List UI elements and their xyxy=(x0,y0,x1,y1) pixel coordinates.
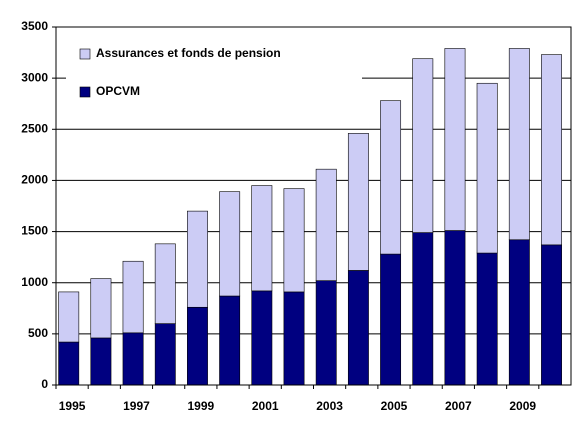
bar xyxy=(283,291,305,386)
bar xyxy=(154,323,176,386)
y-tick-label: 3500 xyxy=(21,19,48,33)
bar xyxy=(219,191,241,297)
bar xyxy=(187,306,208,386)
bar xyxy=(219,295,241,386)
y-tick-label: 3000 xyxy=(21,70,48,84)
bar xyxy=(154,243,176,324)
bar xyxy=(122,332,144,386)
x-tick-label: 1995 xyxy=(59,399,86,413)
x-tick-label: 2005 xyxy=(381,399,408,413)
plot-border xyxy=(55,26,572,386)
bar xyxy=(90,278,112,339)
bar xyxy=(444,230,466,386)
legend-swatch xyxy=(79,86,91,98)
y-tick-label: 0 xyxy=(41,377,48,391)
bar xyxy=(380,100,402,255)
bar xyxy=(58,341,80,386)
bar xyxy=(315,168,337,281)
bar xyxy=(251,185,273,292)
y-tick-label: 1000 xyxy=(21,275,48,289)
legend-box xyxy=(66,36,362,106)
x-tick-label: 2007 xyxy=(445,399,472,413)
legend-label: OPCVM xyxy=(96,84,140,98)
x-tick-label: 2001 xyxy=(252,399,279,413)
bar xyxy=(58,291,80,343)
bar xyxy=(347,133,369,271)
y-tick-label: 500 xyxy=(28,326,48,340)
bar xyxy=(122,260,144,334)
x-tick-label: 1999 xyxy=(187,399,214,413)
x-tick-label: 2003 xyxy=(316,399,343,413)
bar xyxy=(541,244,562,386)
legend-swatch xyxy=(79,48,91,60)
bar xyxy=(412,232,434,386)
bar xyxy=(444,48,466,231)
y-tick-label: 2000 xyxy=(21,173,48,187)
bar xyxy=(315,280,337,386)
bar xyxy=(90,337,112,386)
bar xyxy=(251,290,273,386)
bar xyxy=(347,270,369,386)
y-tick-label: 1500 xyxy=(21,224,48,238)
bar xyxy=(187,210,208,308)
legend-label: Assurances et fonds de pension xyxy=(96,46,281,60)
y-tick-label: 2500 xyxy=(21,121,48,135)
bar xyxy=(476,82,498,254)
x-tick-label: 1997 xyxy=(123,399,150,413)
bar xyxy=(541,54,562,246)
bar xyxy=(283,188,305,293)
bar xyxy=(412,58,434,233)
bar xyxy=(508,48,530,241)
bar xyxy=(508,239,530,386)
x-tick-label: 2009 xyxy=(509,399,536,413)
bar xyxy=(476,252,498,386)
bar xyxy=(380,253,402,386)
